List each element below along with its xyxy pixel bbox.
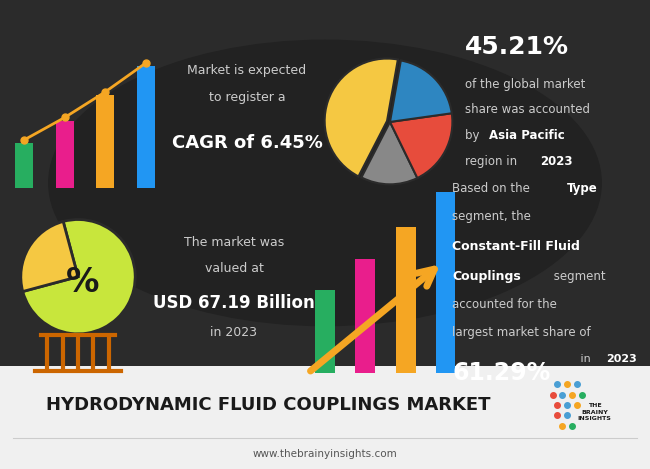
Text: region in: region in bbox=[465, 155, 521, 168]
Text: Type: Type bbox=[567, 182, 597, 195]
Text: by: by bbox=[465, 129, 483, 142]
Text: CAGR of 6.45%: CAGR of 6.45% bbox=[172, 134, 322, 151]
Text: 2023: 2023 bbox=[606, 355, 637, 364]
Text: Asia Pacific: Asia Pacific bbox=[489, 129, 565, 142]
Text: share was accounted: share was accounted bbox=[465, 104, 590, 116]
Wedge shape bbox=[390, 61, 452, 122]
Text: of the global market: of the global market bbox=[465, 78, 585, 91]
Text: 45.21%: 45.21% bbox=[465, 35, 569, 59]
FancyBboxPatch shape bbox=[16, 143, 33, 188]
FancyBboxPatch shape bbox=[315, 290, 335, 373]
Ellipse shape bbox=[49, 40, 601, 325]
FancyBboxPatch shape bbox=[0, 366, 650, 469]
Text: %: % bbox=[66, 266, 99, 299]
FancyBboxPatch shape bbox=[436, 191, 456, 373]
Text: www.thebrainyinsights.com: www.thebrainyinsights.com bbox=[253, 448, 397, 459]
Text: THE
BRAINY
INSIGHTS: THE BRAINY INSIGHTS bbox=[578, 403, 612, 421]
FancyBboxPatch shape bbox=[96, 95, 114, 188]
Text: Couplings: Couplings bbox=[452, 270, 521, 283]
Text: The market was: The market was bbox=[184, 236, 284, 249]
FancyBboxPatch shape bbox=[56, 121, 74, 188]
Text: accounted for the: accounted for the bbox=[452, 298, 557, 311]
Text: 2023: 2023 bbox=[540, 155, 572, 168]
Text: Based on the: Based on the bbox=[452, 182, 534, 195]
Wedge shape bbox=[324, 59, 398, 176]
Text: to register a: to register a bbox=[209, 91, 285, 104]
Text: 61.29%: 61.29% bbox=[452, 361, 551, 385]
Text: largest market share of: largest market share of bbox=[452, 326, 591, 340]
Wedge shape bbox=[23, 219, 135, 334]
Text: segment, the: segment, the bbox=[452, 210, 531, 223]
Text: valued at: valued at bbox=[205, 262, 263, 275]
Wedge shape bbox=[361, 122, 417, 184]
Text: Constant-Fill Fluid: Constant-Fill Fluid bbox=[452, 240, 580, 253]
Text: in: in bbox=[577, 355, 595, 364]
FancyBboxPatch shape bbox=[355, 258, 376, 373]
Wedge shape bbox=[21, 221, 78, 292]
FancyBboxPatch shape bbox=[136, 67, 155, 188]
Wedge shape bbox=[390, 113, 452, 178]
Text: in 2023: in 2023 bbox=[211, 326, 257, 339]
FancyBboxPatch shape bbox=[396, 227, 416, 373]
Text: HYDRODYNAMIC FLUID COUPLINGS MARKET: HYDRODYNAMIC FLUID COUPLINGS MARKET bbox=[46, 396, 490, 414]
Text: Market is expected: Market is expected bbox=[187, 64, 307, 77]
Text: segment: segment bbox=[550, 270, 606, 283]
Text: USD 67.19 Billion: USD 67.19 Billion bbox=[153, 294, 315, 312]
